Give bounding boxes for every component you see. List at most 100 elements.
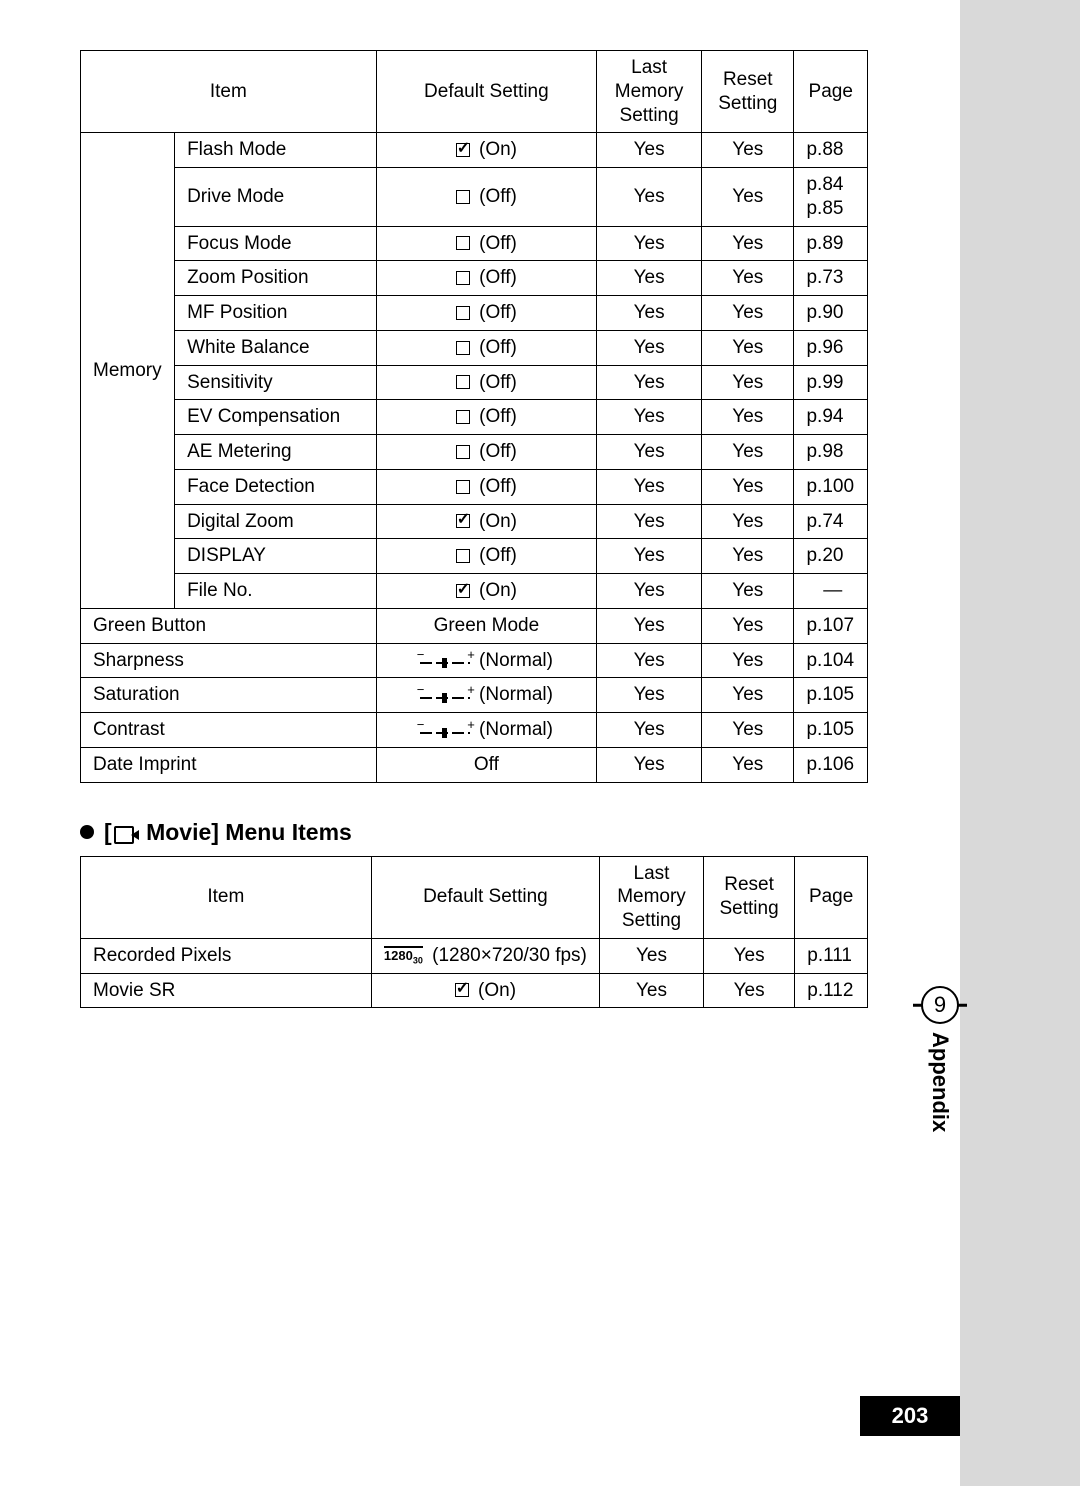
appendix-label: Appendix [927, 1032, 953, 1132]
table-row: File No. (On)YesYes— [81, 574, 868, 609]
lms-cell: Yes [600, 973, 704, 1008]
bullet-icon [80, 825, 94, 839]
checkbox-off-icon [456, 445, 470, 459]
lms-cell: Yes [597, 747, 702, 782]
rs-cell: Yes [702, 330, 794, 365]
default-cell: −+ (Normal) [376, 713, 596, 748]
rs-cell: Yes [702, 574, 794, 609]
page-cell: p.84p.85 [794, 168, 868, 227]
checkbox-off-icon [456, 410, 470, 424]
lms-cell: Yes [597, 261, 702, 296]
item-cell: Sharpness [81, 643, 377, 678]
rs-cell: Yes [702, 435, 794, 470]
table-row: Face Detection (Off)YesYesp.100 [81, 469, 868, 504]
slider-icon: −+ [420, 723, 470, 737]
table-row: Recorded Pixels128030 (1280×720/30 fps)Y… [81, 938, 868, 973]
rs-cell: Yes [702, 261, 794, 296]
slider-icon: −+ [420, 688, 470, 702]
rs-cell: Yes [702, 678, 794, 713]
movie-settings-table: Item Default Setting Last Memory Setting… [80, 856, 868, 1009]
item-cell: Flash Mode [175, 133, 377, 168]
rs-cell: Yes [702, 643, 794, 678]
table-row: Focus Mode (Off)YesYesp.89 [81, 226, 868, 261]
table-row: Contrast−+ (Normal)YesYesp.105 [81, 713, 868, 748]
item-cell: EV Compensation [175, 400, 377, 435]
col-item: Item [81, 51, 377, 133]
default-cell: (Off) [376, 435, 596, 470]
table-row: Zoom Position (Off)YesYesp.73 [81, 261, 868, 296]
table-row: Digital Zoom (On)YesYesp.74 [81, 504, 868, 539]
checkbox-off-icon [456, 306, 470, 320]
checkbox-off-icon [456, 375, 470, 389]
chapter-badge: 9 [921, 986, 959, 1024]
heading-text: Movie] Menu Items [146, 819, 352, 845]
col-default: Default Setting [376, 51, 596, 133]
default-cell: (On) [376, 574, 596, 609]
rs-cell: Yes [702, 226, 794, 261]
table-row: Sharpness−+ (Normal)YesYesp.104 [81, 643, 868, 678]
lms-cell: Yes [597, 608, 702, 643]
page-cell: p.90 [794, 296, 868, 331]
item-cell: Focus Mode [175, 226, 377, 261]
item-cell: File No. [175, 574, 377, 609]
table-row: Saturation−+ (Normal)YesYesp.105 [81, 678, 868, 713]
col-item: Item [81, 856, 372, 938]
item-cell: Sensitivity [175, 365, 377, 400]
checkbox-off-icon [456, 271, 470, 285]
item-cell: Face Detection [175, 469, 377, 504]
default-cell: (Off) [376, 330, 596, 365]
slider-icon: −+ [420, 653, 470, 667]
rs-cell: Yes [702, 296, 794, 331]
table-row: MF Position (Off)YesYesp.90 [81, 296, 868, 331]
item-cell: Recorded Pixels [81, 938, 372, 973]
page-cell: p.105 [794, 713, 868, 748]
lms-cell: Yes [597, 678, 702, 713]
page-cell: p.94 [794, 400, 868, 435]
page-cell: p.98 [794, 435, 868, 470]
item-cell: White Balance [175, 330, 377, 365]
item-cell: Zoom Position [175, 261, 377, 296]
table-row: DISPLAY (Off)YesYesp.20 [81, 539, 868, 574]
rs-cell: Yes [702, 713, 794, 748]
lms-cell: Yes [597, 296, 702, 331]
memory-group-label: Memory [81, 133, 175, 609]
page-cell: — [794, 574, 868, 609]
checkbox-off-icon [456, 341, 470, 355]
page-cell: p.111 [795, 938, 868, 973]
default-cell: (Off) [376, 469, 596, 504]
table-row: MemoryFlash Mode (On)YesYesp.88 [81, 133, 868, 168]
chapter-number: 9 [934, 992, 946, 1018]
lms-cell: Yes [597, 469, 702, 504]
page-cell: p.99 [794, 365, 868, 400]
item-cell: Green Button [81, 608, 377, 643]
rs-cell: Yes [703, 938, 794, 973]
lms-cell: Yes [597, 226, 702, 261]
page-cell: p.104 [794, 643, 868, 678]
page-cell: p.73 [794, 261, 868, 296]
table-row: AE Metering (Off)YesYesp.98 [81, 435, 868, 470]
page-cell: p.74 [794, 504, 868, 539]
item-cell: AE Metering [175, 435, 377, 470]
item-cell: DISPLAY [175, 539, 377, 574]
item-cell: Contrast [81, 713, 377, 748]
checkbox-on-icon [455, 983, 469, 997]
page-cell: p.100 [794, 469, 868, 504]
checkbox-off-icon [456, 236, 470, 250]
rs-cell: Yes [702, 469, 794, 504]
page-cell: p.20 [794, 539, 868, 574]
default-cell: (Off) [376, 226, 596, 261]
rs-cell: Yes [702, 365, 794, 400]
lms-cell: Yes [597, 133, 702, 168]
item-cell: Date Imprint [81, 747, 377, 782]
table-row: Movie SR (On)YesYesp.112 [81, 973, 868, 1008]
page-cell: p.106 [794, 747, 868, 782]
table-row: Green ButtonGreen ModeYesYesp.107 [81, 608, 868, 643]
heading-bracket: [ [104, 819, 112, 845]
default-cell: (Off) [376, 168, 596, 227]
checkbox-on-icon [456, 143, 470, 157]
default-cell: Off [376, 747, 596, 782]
item-cell: Movie SR [81, 973, 372, 1008]
default-cell: Green Mode [376, 608, 596, 643]
default-cell: (On) [376, 133, 596, 168]
page-cell: p.96 [794, 330, 868, 365]
